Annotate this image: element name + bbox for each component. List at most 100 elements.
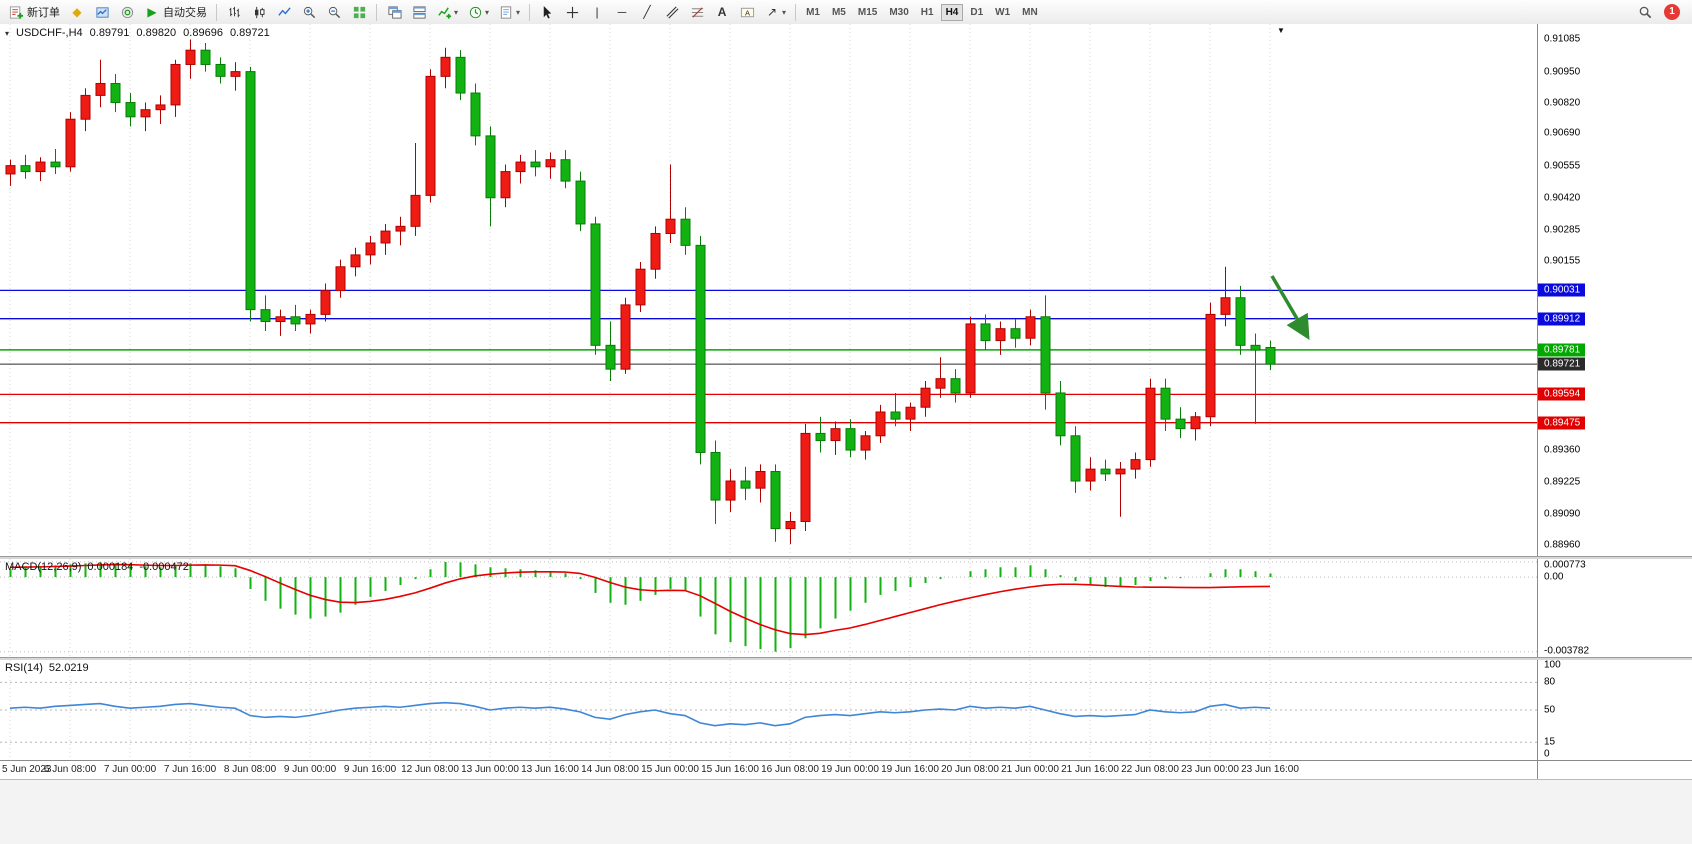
arrow-annotation[interactable] xyxy=(1270,275,1310,341)
macd-axis[interactable]: 0.000773 0.00 -0.003782 xyxy=(1537,559,1692,657)
timeframe-button-m30[interactable]: M30 xyxy=(884,4,913,21)
periods-button[interactable]: ▾ xyxy=(463,2,493,23)
time-tick-label: 16 Jun 08:00 xyxy=(761,764,819,775)
price-tick-label: 0.89360 xyxy=(1544,444,1581,456)
candle xyxy=(1115,461,1126,517)
market-button[interactable]: ◆ xyxy=(65,2,89,23)
zoom-in-button[interactable] xyxy=(297,2,321,23)
timeframe-button-m5[interactable]: M5 xyxy=(827,4,851,21)
search-button[interactable] xyxy=(1633,2,1657,23)
rsi-canvas[interactable] xyxy=(0,660,1537,760)
indicators-button[interactable]: ▾ xyxy=(432,2,462,23)
time-tick-label: 15 Jun 00:00 xyxy=(641,764,699,775)
text-label-icon: A xyxy=(739,4,755,20)
chart-shift-marker[interactable]: ▼ xyxy=(1277,26,1285,35)
candle xyxy=(500,164,511,208)
channel-button[interactable] xyxy=(660,2,684,23)
candle xyxy=(755,464,766,503)
autotrading-button[interactable]: ▶ 自动交易 xyxy=(140,2,211,23)
rsi-axis[interactable]: 100 80 50 15 0 xyxy=(1537,660,1692,760)
candle xyxy=(35,157,46,182)
bar-chart-button[interactable] xyxy=(222,2,246,23)
templates-button[interactable]: ▾ xyxy=(494,2,524,23)
new-order-button[interactable]: 新订单 xyxy=(4,2,64,23)
price-badge: 0.89475 xyxy=(1538,416,1586,430)
toolbar-separator xyxy=(795,3,797,21)
text-button[interactable]: A xyxy=(710,2,734,23)
main-chart-plot[interactable]: ▾ USDCHF-,H4 0.89791 0.89820 0.89696 0.8… xyxy=(0,24,1537,556)
candle xyxy=(245,66,256,322)
rsi-plot[interactable]: RSI(14) 52.0219 xyxy=(0,660,1537,760)
time-tick-label: 19 Jun 00:00 xyxy=(821,764,879,775)
timeframe-button-d1[interactable]: D1 xyxy=(965,4,988,21)
notification-badge[interactable]: 1 xyxy=(1664,4,1680,20)
price-tick-label: 0.89090 xyxy=(1544,508,1581,520)
panel-divider[interactable] xyxy=(0,556,1692,559)
candle xyxy=(230,62,241,91)
candle xyxy=(155,95,166,124)
candle xyxy=(1010,319,1021,348)
macd-plot[interactable]: MACD(12,26,9) 0.000184 -0.000472 xyxy=(0,559,1537,657)
time-axis[interactable]: 5 Jun 2023 6 Jun 08:00 7 Jun 00:00 7 Jun 16… xyxy=(0,760,1692,779)
time-tick-label: 9 Jun 00:00 xyxy=(283,764,337,775)
timeframe-button-h4[interactable]: H4 xyxy=(940,3,964,21)
candle xyxy=(875,404,886,443)
cursor-button[interactable] xyxy=(535,2,559,23)
candlestick-canvas[interactable] xyxy=(0,24,1537,556)
candle xyxy=(830,421,841,455)
candle xyxy=(1100,459,1111,482)
candle xyxy=(950,369,961,403)
price-tick-label: 0.90285 xyxy=(1544,224,1581,236)
candle xyxy=(1145,378,1156,467)
candle xyxy=(815,416,826,453)
new-order-icon xyxy=(8,4,24,20)
timeframe-button-w1[interactable]: W1 xyxy=(990,4,1015,21)
candle xyxy=(65,112,76,172)
candle xyxy=(365,235,376,265)
timeframe-button-m1[interactable]: M1 xyxy=(801,4,825,21)
candle xyxy=(515,154,526,184)
cascade-windows-icon xyxy=(386,4,402,20)
time-tick-label: 9 Jun 16:00 xyxy=(343,764,397,775)
candle xyxy=(635,262,646,313)
candle xyxy=(965,316,976,398)
community-button[interactable] xyxy=(115,2,139,23)
price-badge: 0.89721 xyxy=(1538,357,1586,371)
price-axis[interactable]: 0.91085 0.90950 0.90820 0.90690 0.90555 0.904… xyxy=(1537,24,1692,556)
timeframe-button-m15[interactable]: M15 xyxy=(853,4,882,21)
candlestick-chart-button[interactable] xyxy=(247,2,271,23)
candle xyxy=(920,381,931,417)
channel-icon xyxy=(664,4,680,20)
arrows-tool-button[interactable]: ↗ ▾ xyxy=(760,2,790,23)
horizontal-line-button[interactable]: ─ xyxy=(610,2,634,23)
text-icon: A xyxy=(717,5,727,19)
window-bottom-area xyxy=(0,779,1692,844)
candle xyxy=(200,43,211,72)
tile-horizontal-button[interactable] xyxy=(407,2,431,23)
indicators-icon xyxy=(436,4,452,20)
macd-label: MACD(12,26,9) 0.000184 -0.000472 xyxy=(5,561,189,573)
line-chart-button[interactable] xyxy=(272,2,296,23)
fibonacci-button[interactable] xyxy=(685,2,709,23)
arrows-tool-icon: ↗ xyxy=(767,5,778,19)
zoom-out-button[interactable] xyxy=(322,2,346,23)
panel-divider[interactable] xyxy=(0,657,1692,660)
price-tick-label: 0.91085 xyxy=(1544,33,1581,45)
macd-name: MACD(12,26,9) xyxy=(5,561,82,573)
chart-close-value: 0.89721 xyxy=(229,27,270,39)
timeframe-button-mn[interactable]: MN xyxy=(1017,4,1043,21)
candle xyxy=(995,321,1006,355)
vertical-line-button[interactable]: | xyxy=(585,2,609,23)
macd-canvas[interactable] xyxy=(0,559,1537,657)
trendline-button[interactable]: ╱ xyxy=(635,2,659,23)
one-click-trading-arrow[interactable]: ▾ xyxy=(5,28,10,38)
metaquotes-diamond-icon: ◆ xyxy=(72,5,82,19)
text-label-button[interactable]: A xyxy=(735,2,759,23)
signals-button[interactable] xyxy=(90,2,114,23)
timeframe-button-h1[interactable]: H1 xyxy=(916,4,939,21)
candle xyxy=(1025,309,1036,346)
tile-windows-button[interactable] xyxy=(347,2,371,23)
price-tick-label: 0.90690 xyxy=(1544,127,1581,139)
crosshair-button[interactable] xyxy=(560,2,584,23)
cascade-windows-button[interactable] xyxy=(382,2,406,23)
